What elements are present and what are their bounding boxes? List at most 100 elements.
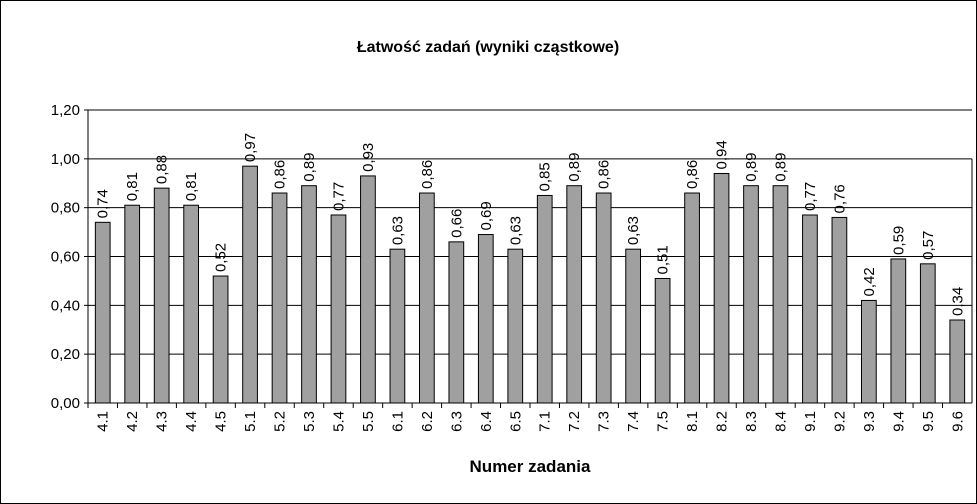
x-axis-title: Numer zadania xyxy=(470,457,591,476)
data-label: 0,51 xyxy=(655,245,672,274)
bar xyxy=(536,194,553,404)
bar xyxy=(684,192,700,404)
bar xyxy=(831,216,848,404)
bar xyxy=(743,185,759,404)
x-tick-label: 6.3 xyxy=(448,411,465,432)
x-tick-label: 9.1 xyxy=(802,411,819,432)
bar xyxy=(271,192,288,404)
data-label: 0,34 xyxy=(949,287,966,316)
bar xyxy=(183,204,199,404)
x-tick-label: 6.1 xyxy=(389,411,406,432)
x-tick-label: 4.1 xyxy=(95,411,112,432)
x-tick-label: 9.4 xyxy=(890,411,907,432)
x-tick-label: 6.4 xyxy=(478,411,495,432)
x-tick-label: 5.3 xyxy=(301,411,318,432)
x-tick-label: 8.1 xyxy=(684,411,701,432)
bar xyxy=(360,175,376,404)
bar xyxy=(713,172,730,404)
bar xyxy=(507,248,524,404)
data-label: 0,77 xyxy=(330,182,347,211)
x-tick-label: 5.2 xyxy=(272,411,289,432)
bar xyxy=(595,192,612,404)
x-tick-label: 5.5 xyxy=(360,411,377,432)
data-label: 0,52 xyxy=(213,243,230,272)
bar xyxy=(654,277,671,404)
data-label: 0,63 xyxy=(389,216,406,245)
x-tick-label: 5.1 xyxy=(242,411,259,432)
bar xyxy=(772,185,789,404)
y-tick-label: 1,00 xyxy=(51,151,80,168)
x-tick-label: 7.3 xyxy=(596,411,613,432)
x-tick-label: 8.3 xyxy=(743,411,760,432)
x-tick-label: 9.5 xyxy=(920,411,937,432)
data-label: 0,85 xyxy=(537,162,554,191)
bar xyxy=(124,204,141,404)
chart-title: Łatwość zadań (wyniki cząstkowe) xyxy=(357,39,619,56)
bar xyxy=(330,214,347,404)
data-label: 0,86 xyxy=(419,160,436,189)
data-label: 0,86 xyxy=(684,160,701,189)
data-label: 0,66 xyxy=(448,209,465,238)
data-label: 0,86 xyxy=(272,160,289,189)
data-label: 0,59 xyxy=(890,226,907,255)
bar xyxy=(94,221,111,404)
x-tick-label: 7.5 xyxy=(655,411,672,432)
bar xyxy=(448,241,465,404)
bar xyxy=(419,192,435,404)
x-tick-label: 7.1 xyxy=(537,411,554,432)
data-label: 0,76 xyxy=(831,184,848,213)
data-label: 0,86 xyxy=(596,160,613,189)
y-tick-label: 0,80 xyxy=(51,200,80,217)
data-label: 0,63 xyxy=(507,216,524,245)
data-label: 0,42 xyxy=(861,267,878,296)
data-label: 0,94 xyxy=(714,140,731,169)
bar xyxy=(919,263,936,404)
data-label: 0,88 xyxy=(154,155,171,184)
x-tick-label: 6.2 xyxy=(419,411,436,432)
y-tick-label: 0,00 xyxy=(51,395,80,412)
x-tick-label: 9.2 xyxy=(831,411,848,432)
bar xyxy=(389,248,406,404)
data-label: 0,69 xyxy=(478,201,495,230)
data-label: 0,93 xyxy=(360,143,377,172)
x-tick-label: 4.5 xyxy=(213,411,230,432)
data-label: 0,89 xyxy=(566,152,583,181)
data-label: 0,81 xyxy=(183,172,200,201)
x-tick-label: 4.3 xyxy=(154,411,171,432)
data-label: 0,74 xyxy=(95,189,112,218)
data-label: 0,89 xyxy=(743,152,760,181)
bar xyxy=(625,248,641,404)
y-tick-label: 0,20 xyxy=(51,346,80,363)
x-tick-label: 4.2 xyxy=(124,411,141,432)
data-label: 0,81 xyxy=(124,172,141,201)
y-tick-label: 0,40 xyxy=(51,297,80,314)
x-tick-label: 9.6 xyxy=(949,411,966,432)
bar xyxy=(566,185,583,404)
data-label: 0,89 xyxy=(301,152,318,181)
bar xyxy=(477,234,494,404)
bar xyxy=(153,187,170,404)
bar xyxy=(212,275,229,404)
data-label: 0,57 xyxy=(920,231,937,260)
x-tick-label: 4.4 xyxy=(183,411,200,432)
bar xyxy=(890,258,907,404)
data-label: 0,63 xyxy=(625,216,642,245)
y-tick-label: 1,20 xyxy=(51,102,80,119)
bar xyxy=(861,299,877,404)
x-tick-label: 8.2 xyxy=(714,411,731,432)
bar xyxy=(949,319,966,404)
x-tick-label: 9.3 xyxy=(861,411,878,432)
bar xyxy=(802,214,818,404)
x-tick-label: 7.2 xyxy=(566,411,583,432)
bar xyxy=(301,185,317,404)
x-tick-label: 7.4 xyxy=(625,411,642,432)
x-tick-label: 5.4 xyxy=(330,411,347,432)
data-label: 0,89 xyxy=(772,152,789,181)
x-tick-label: 8.4 xyxy=(772,411,789,432)
data-label: 0,97 xyxy=(242,133,259,162)
data-label: 0,77 xyxy=(802,182,819,211)
x-tick-label: 6.5 xyxy=(507,411,524,432)
y-tick-label: 0,60 xyxy=(51,249,80,266)
bar xyxy=(242,165,258,404)
